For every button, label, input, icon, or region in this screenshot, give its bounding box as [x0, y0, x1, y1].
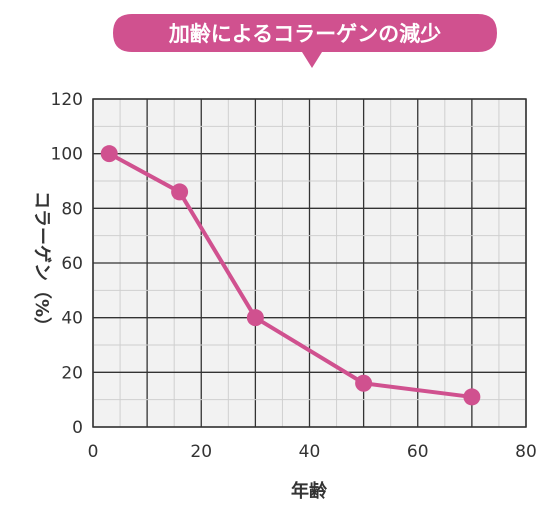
chart-title: 加齢によるコラーゲンの減少 — [168, 22, 441, 46]
y-tick-labels: 0 20 40 60 80 100 120 — [51, 90, 83, 438]
x-tick-label: 60 — [407, 442, 429, 462]
x-tick-label: 0 — [88, 442, 99, 462]
grid — [92, 98, 527, 428]
data-point — [171, 183, 189, 201]
title-bubble — [113, 14, 497, 68]
x-tick-label: 80 — [515, 442, 537, 462]
data-point — [246, 309, 264, 327]
series-layer — [100, 145, 481, 406]
data-point — [355, 374, 373, 392]
y-tick-label: 60 — [61, 254, 83, 274]
x-tick-label: 20 — [190, 442, 212, 462]
x-axis-title: 年齢 — [291, 480, 328, 502]
y-axis-title: コラーゲン（%） — [31, 191, 53, 335]
plot-frame — [92, 98, 527, 428]
title-callout: 加齢によるコラーゲンの減少 — [113, 14, 497, 68]
data-point — [100, 145, 118, 163]
y-tick-label: 40 — [61, 309, 83, 329]
y-tick-label: 100 — [51, 145, 83, 165]
y-tick-label: 0 — [72, 418, 83, 438]
x-tick-label: 40 — [299, 442, 321, 462]
data-point — [463, 388, 481, 406]
x-tick-labels: 0 20 40 60 80 — [88, 442, 537, 462]
y-tick-label: 80 — [61, 199, 83, 219]
y-tick-label: 20 — [61, 363, 83, 383]
y-tick-label: 120 — [51, 90, 83, 110]
